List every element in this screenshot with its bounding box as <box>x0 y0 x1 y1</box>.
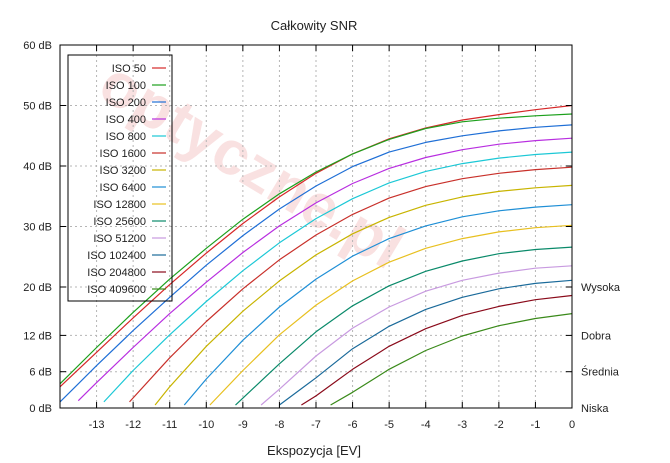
legend-label: ISO 100 <box>106 80 146 92</box>
legend-label: ISO 50 <box>112 63 146 75</box>
legend-label: ISO 12800 <box>93 199 146 211</box>
quality-label: Wysoka <box>581 282 621 294</box>
legend: ISO 50 ISO 100 ISO 200 ISO 400 ISO 800 ISO 16… <box>67 54 173 302</box>
series-line-4 <box>103 151 573 403</box>
x-tick-label: -4 <box>421 419 431 431</box>
series-line-10 <box>235 246 573 406</box>
series-line-7 <box>154 184 573 406</box>
y-axis: 0 dB 6 dB 12 dB 20 dB 30 dB 40 dB 50 dB 60 dB <box>23 40 572 415</box>
series-line-5 <box>129 166 573 403</box>
legend-label: ISO 102400 <box>87 250 146 262</box>
x-tick-label: -3 <box>457 419 467 431</box>
x-axis-label: Ekspozycja [EV] <box>267 443 361 458</box>
series-line-11 <box>260 265 573 406</box>
x-axis: -13 -12 -11 -10 -9 -8 -7 -6 -5 -4 -3 -2 -1 0 <box>89 45 575 431</box>
y-tick-label: 30 dB <box>23 222 52 234</box>
x-tick-label: -11 <box>162 419 177 431</box>
legend-label: ISO 409600 <box>87 284 146 296</box>
chart-title: Całkowity SNR <box>271 18 358 33</box>
x-tick-label: -7 <box>311 419 321 431</box>
legend-label: ISO 3200 <box>100 165 146 177</box>
quality-label: Niska <box>581 403 609 415</box>
series-line-12 <box>279 279 573 406</box>
y-tick-label: 50 dB <box>23 101 52 113</box>
legend-box <box>67 54 173 302</box>
series-line-2 <box>59 124 573 403</box>
x-tick-label: -5 <box>384 419 394 431</box>
legend-label: ISO 51200 <box>93 233 146 245</box>
x-tick-label: -1 <box>531 419 541 431</box>
y-tick-label: 0 dB <box>29 403 52 415</box>
legend-label: ISO 800 <box>106 131 146 143</box>
legend-label: ISO 200 <box>106 97 146 109</box>
x-tick-label: -6 <box>348 419 358 431</box>
series-lines <box>59 104 573 406</box>
series-line-13 <box>301 294 573 406</box>
series-line-0 <box>59 104 573 388</box>
legend-label: ISO 25600 <box>93 216 146 228</box>
right-quality-labels: Wysoka Dobra Średnia Niska <box>581 282 621 415</box>
y-tick-label: 40 dB <box>23 161 52 173</box>
y-tick-label: 12 dB <box>23 330 52 342</box>
legend-label: ISO 400 <box>106 114 146 126</box>
x-tick-label: -12 <box>125 419 141 431</box>
x-tick-label: -10 <box>198 419 214 431</box>
series-line-3 <box>77 137 573 402</box>
quality-label: Dobra <box>581 330 612 342</box>
y-tick-label: 6 dB <box>29 367 52 379</box>
x-tick-label: -9 <box>238 419 248 431</box>
x-tick-label: -13 <box>89 419 105 431</box>
y-tick-label: 20 dB <box>23 282 52 294</box>
legend-label: ISO 204800 <box>87 267 146 279</box>
series-line-14 <box>330 313 573 406</box>
series-line-8 <box>183 204 573 406</box>
x-tick-label: -8 <box>275 419 285 431</box>
x-tick-label: 0 <box>569 419 575 431</box>
y-tick-label: 60 dB <box>23 40 52 52</box>
x-tick-label: -2 <box>494 419 504 431</box>
legend-label: ISO 1600 <box>100 148 146 160</box>
legend-label: ISO 6400 <box>100 182 146 194</box>
quality-label: Średnia <box>581 366 620 379</box>
series-line-9 <box>209 224 573 406</box>
